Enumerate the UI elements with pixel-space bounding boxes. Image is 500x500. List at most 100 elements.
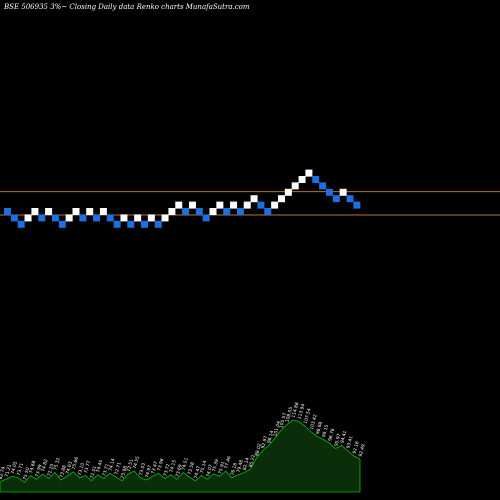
volume-label: 73.88 <box>59 464 68 478</box>
renko-brick-down <box>236 208 244 215</box>
renko-brick-up <box>99 208 107 215</box>
volume-label: 74.82 <box>40 458 49 472</box>
volume-label: 73.98 <box>120 465 129 479</box>
renko-brick-down <box>127 220 135 228</box>
volume-label: 74.68 <box>28 460 37 474</box>
volume-label: 74.07 <box>205 464 214 478</box>
renko-brick-down <box>223 208 231 215</box>
renko-brick-down <box>58 220 66 228</box>
volume-label: 72.01 <box>89 465 98 479</box>
volume-label: 73.71 <box>101 463 110 477</box>
renko-brick-up <box>147 214 155 222</box>
volume-label: 74.05 <box>10 461 19 475</box>
volume-label: 85.22 <box>248 454 257 468</box>
renko-brick-up <box>291 182 299 190</box>
renko-brick-up <box>188 201 196 209</box>
volume-label: 75.50 <box>22 467 31 481</box>
volume-label: 73.69 <box>175 464 184 478</box>
renko-brick-up <box>31 208 39 215</box>
volume-label: 74.45 <box>95 459 104 473</box>
volume-label: 73.96 <box>156 458 165 472</box>
volume-label: 82.74 <box>0 466 7 480</box>
volume-label: 92.16 <box>352 440 361 454</box>
volume-label: 113.94 <box>297 403 307 420</box>
volume-label: 74.55 <box>132 455 141 469</box>
volume-label: 73.03 <box>138 462 147 476</box>
volume-label: 103.42 <box>309 414 319 431</box>
volume-label: 73.72 <box>162 463 171 477</box>
renko-brick-down <box>113 220 121 228</box>
renko-brick-down <box>17 220 25 228</box>
renko-brick-down <box>93 214 101 222</box>
renko-brick-down <box>4 208 11 215</box>
volume-label: 98.14 <box>266 430 275 444</box>
renko-brick-up <box>161 214 169 222</box>
volume-area <box>0 419 361 493</box>
renko-brick-up <box>230 201 238 209</box>
volume-label: 98.88 <box>315 421 324 435</box>
renko-brick-down <box>353 201 361 209</box>
volume-label: 79.48 <box>236 459 245 473</box>
renko-brick-down <box>38 214 46 222</box>
renko-brick-down <box>257 201 265 209</box>
renko-brick-up <box>250 195 258 203</box>
volume-label: 82.14 <box>242 457 251 471</box>
renko-brick-up <box>45 208 53 215</box>
renko-brick-down <box>154 220 162 228</box>
renko-brick-up <box>278 195 285 203</box>
renko-bricks <box>4 169 361 228</box>
renko-brick-up <box>86 208 94 215</box>
renko-brick-down <box>195 208 203 215</box>
volume-label: 114.88 <box>291 402 301 419</box>
renko-brick-up <box>271 201 279 209</box>
renko-brick-up <box>24 214 32 222</box>
volume-label: 75.14 <box>199 460 208 474</box>
volume-label: 73.99 <box>34 464 43 478</box>
volume-label: 105.57 <box>278 412 288 429</box>
volume-label: 95.97 <box>333 433 342 447</box>
volume-label: 74.14 <box>107 458 116 472</box>
volume-label: 75.32 <box>53 457 62 471</box>
volume-label: 75.39 <box>211 458 220 472</box>
renko-brick-up <box>134 214 142 222</box>
renko-brick-down <box>346 195 354 203</box>
volume-label: 73.10 <box>77 462 86 476</box>
volume-label: 101.04 <box>272 420 282 437</box>
chart-title: BSE 506935 3%~ Closing Daily data Renko … <box>3 3 250 11</box>
volume-panel: 82.7471.2174.0573.7175.5074.6873.9974.82… <box>0 402 367 493</box>
volume-label: 73.47 <box>150 461 159 475</box>
renko-brick-down <box>312 176 320 183</box>
renko-brick-up <box>120 214 128 222</box>
volume-label: 88.02 <box>254 443 263 457</box>
renko-brick-down <box>332 195 340 203</box>
renko-brick-up <box>298 176 306 183</box>
volume-label: 77.46 <box>223 455 232 469</box>
volume-label: 96.76 <box>327 428 336 442</box>
renko-brick-up <box>243 201 251 209</box>
volume-label: 73.71 <box>16 462 25 476</box>
volume-label: 74.51 <box>181 457 190 471</box>
renko-brick-down <box>51 214 59 222</box>
renko-brick-down <box>10 214 18 222</box>
volume-label: 75.66 <box>71 456 80 470</box>
volume-label: 72.71 <box>114 461 123 475</box>
volume-label: 92.97 <box>260 435 269 449</box>
volume-label: 74.97 <box>144 464 153 478</box>
renko-brick-up <box>175 201 183 209</box>
renko-brick-down <box>182 208 190 215</box>
volume-label: 108.55 <box>284 406 294 423</box>
renko-brick-up <box>72 208 80 215</box>
renko-brick-down <box>141 220 148 228</box>
renko-brick-down <box>106 214 114 222</box>
renko-brick-up <box>284 188 292 196</box>
renko-brick-up <box>216 201 224 209</box>
volume-label: 92.49 <box>358 443 367 457</box>
volume-label: 94.41 <box>339 430 348 444</box>
renko-brick-down <box>319 182 327 190</box>
renko-brick-down <box>79 214 87 222</box>
volume-label: 75.91 <box>217 461 226 475</box>
renko-brick-up <box>339 188 347 196</box>
volume-label: 72.25 <box>46 463 55 477</box>
renko-brick-up <box>168 208 176 215</box>
